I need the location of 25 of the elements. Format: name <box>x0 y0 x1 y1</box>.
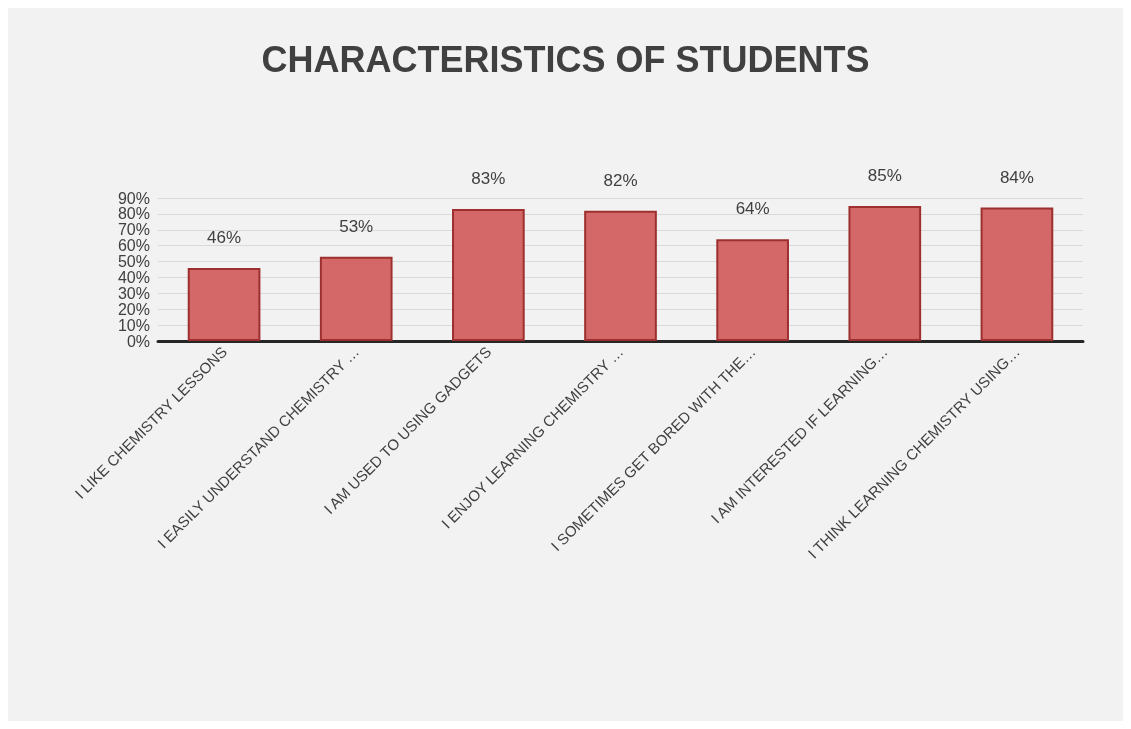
y-tick-label: 0% <box>126 332 150 350</box>
data-label: 46% <box>207 227 242 247</box>
y-tick-label: 10% <box>117 316 150 334</box>
data-label: 82% <box>603 170 638 190</box>
bar <box>848 205 922 341</box>
bar <box>584 210 657 341</box>
y-tick-label: 70% <box>117 221 150 239</box>
bar <box>980 207 1054 341</box>
y-tick-label: 50% <box>117 253 150 271</box>
bar <box>716 239 789 341</box>
y-tick-label: 40% <box>117 268 150 286</box>
y-tick-label: 30% <box>117 284 150 302</box>
y-tick-label: 90% <box>117 189 150 207</box>
y-tick-label: 80% <box>117 205 150 223</box>
data-label: 64% <box>735 199 770 219</box>
data-label: 83% <box>471 169 506 189</box>
data-label: 84% <box>999 167 1034 187</box>
data-label: 85% <box>867 165 902 185</box>
bar <box>452 209 525 341</box>
chart-title: CHARACTERISTICS OF STUDENTS <box>261 38 870 80</box>
data-label: 53% <box>339 216 374 236</box>
bar <box>319 256 393 341</box>
bar <box>187 267 261 341</box>
y-tick-label: 20% <box>117 300 150 318</box>
y-tick-label: 60% <box>117 237 150 255</box>
